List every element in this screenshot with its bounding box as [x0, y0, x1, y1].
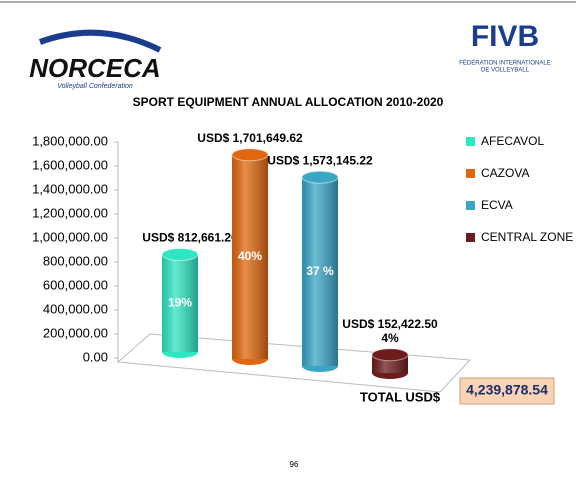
- right-logo: FIVB: [471, 20, 539, 53]
- legend-swatch: [466, 233, 475, 242]
- legend-label: AFECAVOL: [481, 134, 544, 148]
- y-tick-label: 800,000.00: [43, 253, 108, 268]
- y-tick-label: 200,000.00: [43, 325, 108, 340]
- left-logo-sub: Volleyball Confederation: [57, 83, 133, 90]
- y-tick-label: 600,000.00: [43, 277, 108, 292]
- legend-swatch: [466, 169, 475, 178]
- y-tick-label: 1,400,000.00: [32, 181, 108, 196]
- legend-label: CENTRAL ZONE: [481, 230, 573, 244]
- y-tick-label: 1,200,000.00: [32, 205, 108, 220]
- logo-swoosh: [38, 29, 162, 53]
- percent-label: 40%: [238, 249, 262, 263]
- cylinder-shade: [232, 154, 268, 359]
- cylinder-top: [371, 348, 409, 362]
- right-logo-sub: DE VOLLEYBALL: [481, 68, 530, 74]
- value-label: USD$ 1,573,145.22: [267, 153, 373, 167]
- chart-title: SPORT EQUIPMENT ANNUAL ALLOCATION 2010-2…: [133, 95, 444, 109]
- right-logo-sub: FÉDÉRATION INTERNATIONALE: [459, 60, 550, 67]
- cylinder-top: [301, 170, 339, 184]
- value-label: USD$ 152,422.50: [342, 317, 438, 331]
- y-tick-label: 1,000,000.00: [32, 229, 108, 244]
- percent-label: 4%: [381, 331, 399, 345]
- value-label: USD$ 812,661.20: [142, 231, 238, 245]
- left-logo: NORCECA: [29, 53, 160, 83]
- legend-label: CAZOVA: [481, 166, 529, 180]
- cylinder-top: [161, 247, 199, 261]
- percent-label: 37 %: [306, 264, 334, 278]
- cylinder-shade: [302, 177, 338, 366]
- page-number: 96: [290, 460, 299, 469]
- legend-swatch: [466, 201, 475, 210]
- legend-swatch: [466, 137, 475, 146]
- total-box: [459, 377, 555, 405]
- y-tick-label: 1,800,000.00: [32, 133, 108, 148]
- total-value: 4,239,878.54: [466, 382, 548, 398]
- percent-label: 19%: [168, 295, 192, 309]
- y-tick-label: 1,600,000.00: [32, 157, 108, 172]
- value-label: USD$ 1,701,649.62: [197, 131, 303, 145]
- cylinder-shade: [162, 254, 198, 352]
- floor: [116, 333, 472, 393]
- y-tick-label: 400,000.00: [43, 301, 108, 316]
- y-tick-label: 0.00: [83, 349, 108, 364]
- cylinder-top: [231, 148, 269, 162]
- legend-label: ECVA: [481, 198, 513, 212]
- total-label: TOTAL USD$: [360, 389, 441, 404]
